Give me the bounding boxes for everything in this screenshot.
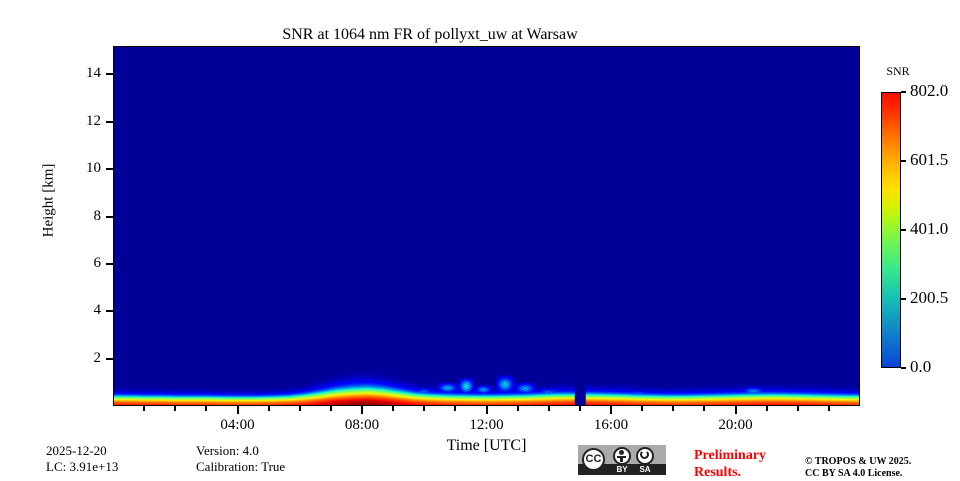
preliminary-line-2: Results. [694, 465, 742, 480]
y-tick-label: 2 [93, 349, 102, 366]
x-tick-label: 04:00 [220, 417, 255, 433]
cc-logo-icon: CC [582, 448, 605, 471]
colorbar-tick-mark [901, 367, 906, 369]
x-tick-mark [423, 406, 426, 411]
cc-sa-arrow-icon [640, 450, 649, 459]
cc-by-head-icon [619, 450, 624, 455]
footer-date-block: 2025-12-20 LC: 3.91e+13 [46, 443, 118, 475]
footer-version-block: Version: 4.0 Calibration: True [196, 443, 285, 475]
y-tick-label: 8 [93, 207, 102, 224]
x-tick-mark [267, 406, 270, 411]
x-tick-mark [329, 406, 332, 411]
x-tick-mark [298, 406, 301, 411]
y-axis-label: Height [km] [40, 163, 57, 238]
x-tick-mark [578, 406, 581, 411]
colorbar-tick-label: 601.5 [910, 150, 949, 169]
colorbar-tick-mark [901, 298, 906, 300]
x-tick-label: 20:00 [718, 417, 753, 433]
footer-date: 2025-12-20 [46, 443, 107, 458]
y-tick-mark [106, 120, 113, 123]
colorbar-tick-mark [901, 160, 906, 162]
y-tick-mark [106, 357, 113, 360]
y-tick-label: 6 [93, 254, 102, 271]
x-tick-mark [641, 406, 644, 411]
x-axis-label: Time [UTC] [446, 437, 527, 454]
cc-by-body-icon [620, 456, 623, 462]
y-tick-mark [106, 168, 113, 171]
x-tick-mark [516, 406, 519, 411]
x-tick-mark [361, 406, 363, 414]
x-tick-mark [703, 406, 706, 411]
x-tick-label: 16:00 [593, 417, 629, 433]
y-tick-label: 14 [86, 65, 101, 82]
heatmap-plot-area [113, 46, 860, 406]
colorbar-tick-label: 401.0 [910, 219, 949, 238]
colorbar-title: SNR [886, 64, 910, 78]
heatmap-canvas [114, 47, 859, 405]
x-tick-mark [174, 406, 177, 411]
footer-lidar-constant: LC: 3.91e+13 [46, 459, 119, 474]
x-tick-mark [734, 406, 737, 414]
x-tick-label: 08:00 [344, 417, 380, 433]
colorbar: 0.0 200.5 401.0 601.5 802.0 [881, 81, 948, 376]
cc-sa-label: SA [639, 465, 651, 474]
x-tick-mark [392, 406, 395, 411]
y-tick-mark [106, 262, 113, 265]
y-tick-mark [106, 215, 113, 218]
colorbar-tick-mark [901, 229, 906, 231]
copyright-notice: © TROPOS & UW 2025. CC BY SA 4.0 License… [805, 456, 911, 480]
page-title: SNR at 1064 nm FR of pollyxt_uw at Warsa… [282, 26, 578, 43]
cc-by-label: BY [616, 465, 628, 474]
y-tick-label: 4 [93, 302, 102, 319]
x-tick-mark [827, 406, 830, 411]
x-tick-mark [454, 406, 457, 411]
colorbar-tick-label: 200.5 [910, 288, 949, 307]
x-tick-mark [672, 406, 675, 411]
x-tick-mark [485, 406, 488, 414]
y-tick-label: 12 [86, 112, 101, 129]
x-tick-mark [610, 406, 612, 414]
x-tick-mark [205, 406, 208, 411]
y-tick-mark [106, 73, 113, 76]
copyright-line-2: CC BY SA 4.0 License. [805, 468, 903, 479]
colorbar-tick-mark [901, 91, 906, 93]
x-tick-mark [547, 406, 550, 411]
preliminary-line-1: Preliminary [694, 448, 767, 463]
y-tick-mark [106, 310, 113, 313]
footer-calibration: Calibration: True [196, 459, 286, 474]
x-tick-mark [143, 406, 146, 411]
colorbar-tick-label: 0.0 [910, 357, 932, 376]
copyright-line-1: © TROPOS & UW 2025. [805, 456, 912, 467]
cc-badge-footer-bar [578, 464, 666, 475]
colorbar-tick-label: 802.0 [910, 81, 949, 100]
x-tick-mark [236, 406, 239, 414]
x-tick-mark [796, 406, 799, 411]
x-tick-mark [765, 406, 768, 411]
x-tick-label: 12:00 [469, 417, 504, 433]
colorbar-gradient [881, 92, 901, 368]
preliminary-results-notice: Preliminary Results. [694, 447, 794, 481]
creative-commons-badge-icon: CC BY SA [578, 445, 666, 475]
footer-version: Version: 4.0 [196, 443, 259, 458]
y-tick-label: 10 [86, 160, 101, 177]
